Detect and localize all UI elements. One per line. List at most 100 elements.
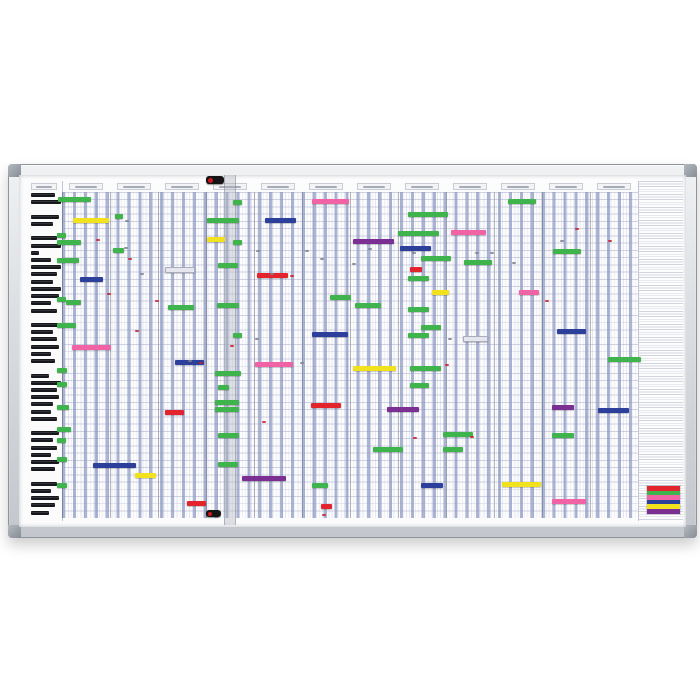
magnet-bar-green[interactable]	[218, 263, 238, 268]
magnet-bar-silver[interactable]	[165, 267, 195, 273]
magnet-bar-green[interactable]	[215, 371, 241, 376]
magnet-bar-green[interactable]	[443, 447, 463, 452]
date-slider-rail[interactable]	[224, 175, 236, 525]
magnet-bar-green[interactable]	[115, 214, 123, 219]
magnet-bar-red[interactable]	[257, 273, 288, 278]
magnet-bar-red[interactable]	[187, 501, 206, 506]
magnet-bar-navy[interactable]	[421, 483, 443, 488]
magnet-bar-navy[interactable]	[598, 408, 629, 413]
magnet-bar-navy[interactable]	[400, 246, 431, 251]
magnet-bar-green[interactable]	[233, 200, 242, 205]
magnet-bar-yellow[interactable]	[432, 290, 449, 295]
magnet-bar-green[interactable]	[233, 240, 242, 245]
magnet-bar-green[interactable]	[553, 249, 581, 254]
magnet-bar-yellow[interactable]	[135, 473, 156, 478]
magnet-bar-navy[interactable]	[175, 360, 204, 365]
magnet-bar-green[interactable]	[57, 368, 67, 373]
magnet-bar-purple[interactable]	[353, 239, 394, 244]
magnet-bar-green[interactable]	[217, 303, 239, 308]
magnet-bar-navy[interactable]	[557, 329, 586, 334]
magnet-bar-green[interactable]	[355, 303, 381, 308]
legend-strip	[647, 508, 680, 514]
magnet-bar-green[interactable]	[552, 433, 574, 438]
month-header-cell	[453, 183, 487, 190]
date-slider-bottom-knob[interactable]	[206, 510, 221, 517]
magnet-bar-yellow[interactable]	[73, 218, 109, 223]
magnet-bar-green[interactable]	[398, 231, 439, 236]
magnet-bar-purple[interactable]	[387, 407, 419, 412]
magnet-bar-green[interactable]	[57, 438, 66, 443]
magnet-bar-yellow[interactable]	[207, 237, 225, 242]
magnet-bar-green[interactable]	[215, 407, 239, 412]
magnet-bar-pink[interactable]	[519, 290, 539, 295]
legend-strip	[647, 495, 680, 500]
magnet-bar-navy[interactable]	[312, 332, 348, 337]
magnet-bar-green[interactable]	[168, 305, 194, 310]
magnet-bar-green[interactable]	[57, 427, 71, 432]
magnet-bar-pink[interactable]	[451, 230, 486, 235]
magnet-bar-red[interactable]	[311, 403, 341, 408]
magnet-bar-green[interactable]	[218, 385, 229, 390]
row-label-bar	[31, 467, 55, 472]
magnet-bar-green[interactable]	[58, 197, 91, 202]
magnet-bar-green[interactable]	[57, 457, 67, 462]
magnet-bar-green[interactable]	[408, 333, 429, 338]
magnet-bar-pink[interactable]	[552, 499, 586, 504]
magnet-bar-red[interactable]	[410, 267, 422, 272]
magnet-bar-green[interactable]	[66, 300, 81, 305]
magnet-bar-yellow[interactable]	[502, 482, 541, 487]
row-label-bar	[31, 380, 61, 385]
magnet-bar-silver[interactable]	[463, 336, 488, 342]
magnet-bar-navy[interactable]	[80, 277, 103, 282]
tiny-note-mark	[560, 240, 564, 242]
magnet-bar-green[interactable]	[410, 366, 441, 371]
row-label-bar	[31, 402, 53, 407]
magnet-bar-green[interactable]	[113, 248, 124, 253]
magnet-bar-green[interactable]	[421, 325, 441, 330]
row-label-bar	[31, 330, 53, 335]
planner-grid	[62, 192, 638, 518]
magnet-bar-pink[interactable]	[255, 362, 293, 367]
magnet-bar-green[interactable]	[57, 240, 81, 245]
magnet-bar-green[interactable]	[57, 258, 79, 263]
magnet-bar-green[interactable]	[218, 462, 238, 467]
magnet-bar-green[interactable]	[330, 295, 351, 300]
magnet-bar-green[interactable]	[233, 333, 242, 338]
magnet-bar-green[interactable]	[373, 447, 403, 452]
magnet-bar-green[interactable]	[207, 218, 239, 223]
month-header-cell	[261, 183, 295, 190]
magnet-bar-green[interactable]	[57, 483, 67, 488]
magnet-bar-navy[interactable]	[93, 463, 136, 468]
frame-corner-top-left	[8, 164, 21, 177]
magnet-bar-green[interactable]	[57, 405, 69, 410]
magnet-bar-purple[interactable]	[242, 476, 286, 481]
magnet-bar-green[interactable]	[464, 260, 492, 265]
illegible-month-name	[170, 185, 194, 188]
magnet-bar-pink[interactable]	[72, 345, 111, 350]
magnet-bar-pink[interactable]	[312, 199, 349, 204]
magnet-bar-navy[interactable]	[265, 218, 296, 223]
magnet-bar-green[interactable]	[408, 212, 448, 217]
magnet-bar-green[interactable]	[410, 383, 429, 388]
magnet-bar-green[interactable]	[215, 400, 239, 405]
row-label-bar	[31, 409, 51, 414]
magnet-bar-green[interactable]	[408, 276, 429, 281]
magnet-bar-green[interactable]	[57, 323, 76, 328]
magnet-bar-purple[interactable]	[552, 405, 574, 410]
date-slider-top-knob[interactable]	[206, 176, 224, 184]
magnet-bar-green[interactable]	[408, 307, 429, 312]
magnet-bar-red[interactable]	[321, 504, 332, 509]
magnet-bar-green[interactable]	[508, 199, 536, 204]
magnet-bar-green[interactable]	[421, 256, 451, 261]
magnet-bar-green[interactable]	[443, 432, 473, 437]
magnet-bar-red[interactable]	[165, 410, 184, 415]
magnet-bar-yellow[interactable]	[353, 366, 396, 371]
magnet-bar-green[interactable]	[57, 233, 66, 238]
row-label-bar	[31, 395, 59, 400]
magnet-bar-green[interactable]	[57, 382, 67, 387]
magnet-bar-green[interactable]	[57, 297, 66, 302]
magnet-bar-green[interactable]	[312, 483, 328, 488]
magnet-bar-green[interactable]	[608, 357, 641, 362]
magnet-bar-green[interactable]	[218, 433, 239, 438]
